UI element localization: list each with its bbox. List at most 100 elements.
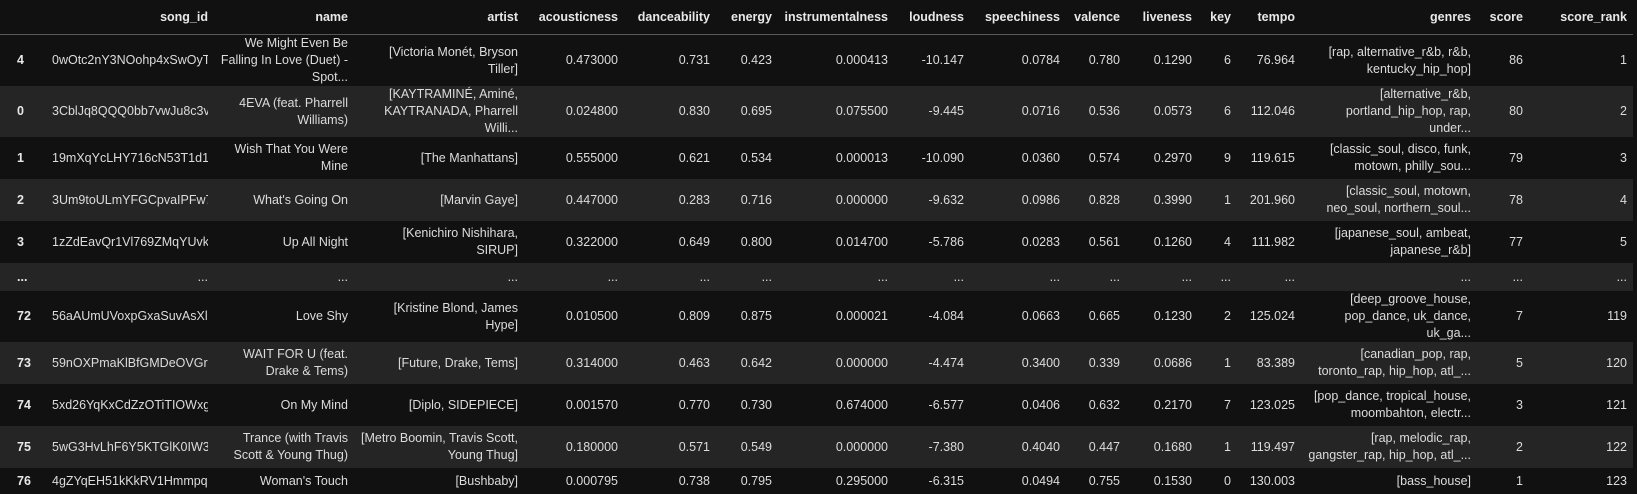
cell-text: 0.0986 [976, 192, 1060, 209]
cell-text: 6 [1204, 103, 1231, 120]
cell-text: ... [1307, 269, 1471, 286]
table-cell-instrumentalness: 0.000000 [778, 342, 894, 384]
cell-text: 0.473000 [530, 52, 618, 69]
table-cell-instrumentalness: 0.000013 [778, 137, 894, 179]
table-cell-artist: [Kenichiro Nishihara, SIRUP] [354, 221, 524, 263]
row-index: 3 [0, 221, 46, 263]
cell-text: 1 [1483, 473, 1523, 490]
cell-text: 201.960 [1243, 192, 1295, 209]
cell-text: 0.828 [1072, 192, 1120, 209]
table-cell-instrumentalness: 0.000021 [778, 291, 894, 342]
table-cell-score-rank: 2 [1529, 86, 1633, 137]
cell-text: 0.024800 [530, 103, 618, 120]
cell-text: -10.090 [900, 150, 964, 167]
cell-text: 0.536 [1072, 103, 1120, 120]
table-cell-key: 0 [1198, 468, 1237, 494]
cell-text: [rap, alternative_r&b, r&b, kentucky_hip… [1307, 44, 1471, 78]
table-cell-genres: [bass_house] [1301, 468, 1477, 494]
cell-text: 3Um9toULmYFGCpvaIPFw7l [52, 192, 208, 209]
cell-text: 119 [1535, 308, 1627, 325]
table-cell-tempo: 83.389 [1237, 342, 1301, 384]
table-cell-genres: [classic_soul, disco, funk, motown, phil… [1301, 137, 1477, 179]
table-cell-tempo: 201.960 [1237, 179, 1301, 221]
cell-text: [Kenichiro Nishihara, SIRUP] [360, 225, 518, 259]
cell-text: On My Mind [220, 397, 348, 414]
table-cell-score: 80 [1477, 86, 1529, 137]
table-cell-score: 5 [1477, 342, 1529, 384]
cell-text: 0.1680 [1132, 439, 1192, 456]
table-cell-genres: [rap, melodic_rap, gangster_rap, hip_hop… [1301, 426, 1477, 468]
cell-text: What's Going On [220, 192, 348, 209]
cell-text: 0.000795 [530, 473, 618, 490]
table-cell-artist: [Metro Boomin, Travis Scott, Young Thug] [354, 426, 524, 468]
cell-text: 0.809 [630, 308, 710, 325]
table-cell-energy: 0.730 [716, 384, 778, 426]
table-cell-loudness: -10.147 [894, 35, 970, 87]
table-cell-energy: 0.642 [716, 342, 778, 384]
cell-text: 0.621 [630, 150, 710, 167]
column-header-score-rank: score_rank [1529, 0, 1633, 35]
cell-text: 3 [1483, 397, 1523, 414]
table-cell-danceability: 0.809 [624, 291, 716, 342]
row-index: 74 [0, 384, 46, 426]
table-cell-score-rank: ... [1529, 263, 1633, 291]
table-cell-speechiness: 0.0360 [970, 137, 1066, 179]
table-cell-score-rank: 120 [1529, 342, 1633, 384]
cell-text: 0wOtc2nY3NOohp4xSwOyTN [52, 52, 208, 69]
table-cell-artist: ... [354, 263, 524, 291]
cell-text: 0.649 [630, 234, 710, 251]
column-header-genres: genres [1301, 0, 1477, 35]
cell-text: 4 [1204, 234, 1231, 251]
cell-text: 79 [1483, 150, 1523, 167]
cell-text: 112.046 [1243, 103, 1295, 120]
cell-text: 5 [1483, 355, 1523, 372]
column-header-energy: energy [716, 0, 778, 35]
cell-text: [deep_groove_house, pop_dance, uk_dance,… [1307, 291, 1471, 342]
table-cell-score: 78 [1477, 179, 1529, 221]
table-cell-liveness: 0.1260 [1126, 221, 1198, 263]
cell-text: ... [17, 269, 40, 286]
cell-text: 121 [1535, 397, 1627, 414]
table-cell-valence: 0.574 [1066, 137, 1126, 179]
table-cell-name: Woman's Touch [214, 468, 354, 494]
table-cell-genres: [alternative_r&b, portland_hip_hop, rap,… [1301, 86, 1477, 137]
table-cell-acousticness: 0.314000 [524, 342, 624, 384]
table-cell-name: ... [214, 263, 354, 291]
table-cell-song-id: 0wOtc2nY3NOohp4xSwOyTN [46, 35, 214, 87]
cell-text: 0.830 [630, 103, 710, 120]
table-cell-song-id: 1zZdEavQr1Vl769ZMqYUvk [46, 221, 214, 263]
cell-text: 73 [17, 355, 40, 372]
cell-text: 0.0573 [1132, 103, 1192, 120]
table-cell-genres: [deep_groove_house, pop_dance, uk_dance,… [1301, 291, 1477, 342]
cell-text: 0.0406 [976, 397, 1060, 414]
cell-text: -9.632 [900, 192, 964, 209]
cell-text: 0.561 [1072, 234, 1120, 251]
cell-text: -9.445 [900, 103, 964, 120]
cell-text: [Bushbaby] [360, 473, 518, 490]
column-header-name: name [214, 0, 354, 35]
table-cell-acousticness: 0.000795 [524, 468, 624, 494]
cell-text: 83.389 [1243, 355, 1295, 372]
cell-text: 4EVA (feat. Pharrell Williams) [220, 95, 348, 129]
header-index [0, 0, 46, 35]
cell-text: 75 [17, 439, 40, 456]
cell-text: [classic_soul, disco, funk, motown, phil… [1307, 141, 1471, 175]
cell-text: 0.000000 [784, 192, 888, 209]
table-cell-valence: 0.561 [1066, 221, 1126, 263]
cell-text: 7 [1204, 397, 1231, 414]
cell-text: ... [1072, 269, 1120, 286]
table-cell-artist: [Future, Drake, Tems] [354, 342, 524, 384]
cell-text: 0.0784 [976, 52, 1060, 69]
cell-text: [alternative_r&b, portland_hip_hop, rap,… [1307, 86, 1471, 137]
table-cell-energy: 0.800 [716, 221, 778, 263]
cell-text: 56aAUmUVoxpGxaSuvAsXlo [52, 308, 208, 325]
row-index: 1 [0, 137, 46, 179]
table-cell-danceability: 0.830 [624, 86, 716, 137]
cell-text: 0.180000 [530, 439, 618, 456]
cell-text: 122 [1535, 439, 1627, 456]
table-cell-tempo: 111.982 [1237, 221, 1301, 263]
cell-text: 0.001570 [530, 397, 618, 414]
